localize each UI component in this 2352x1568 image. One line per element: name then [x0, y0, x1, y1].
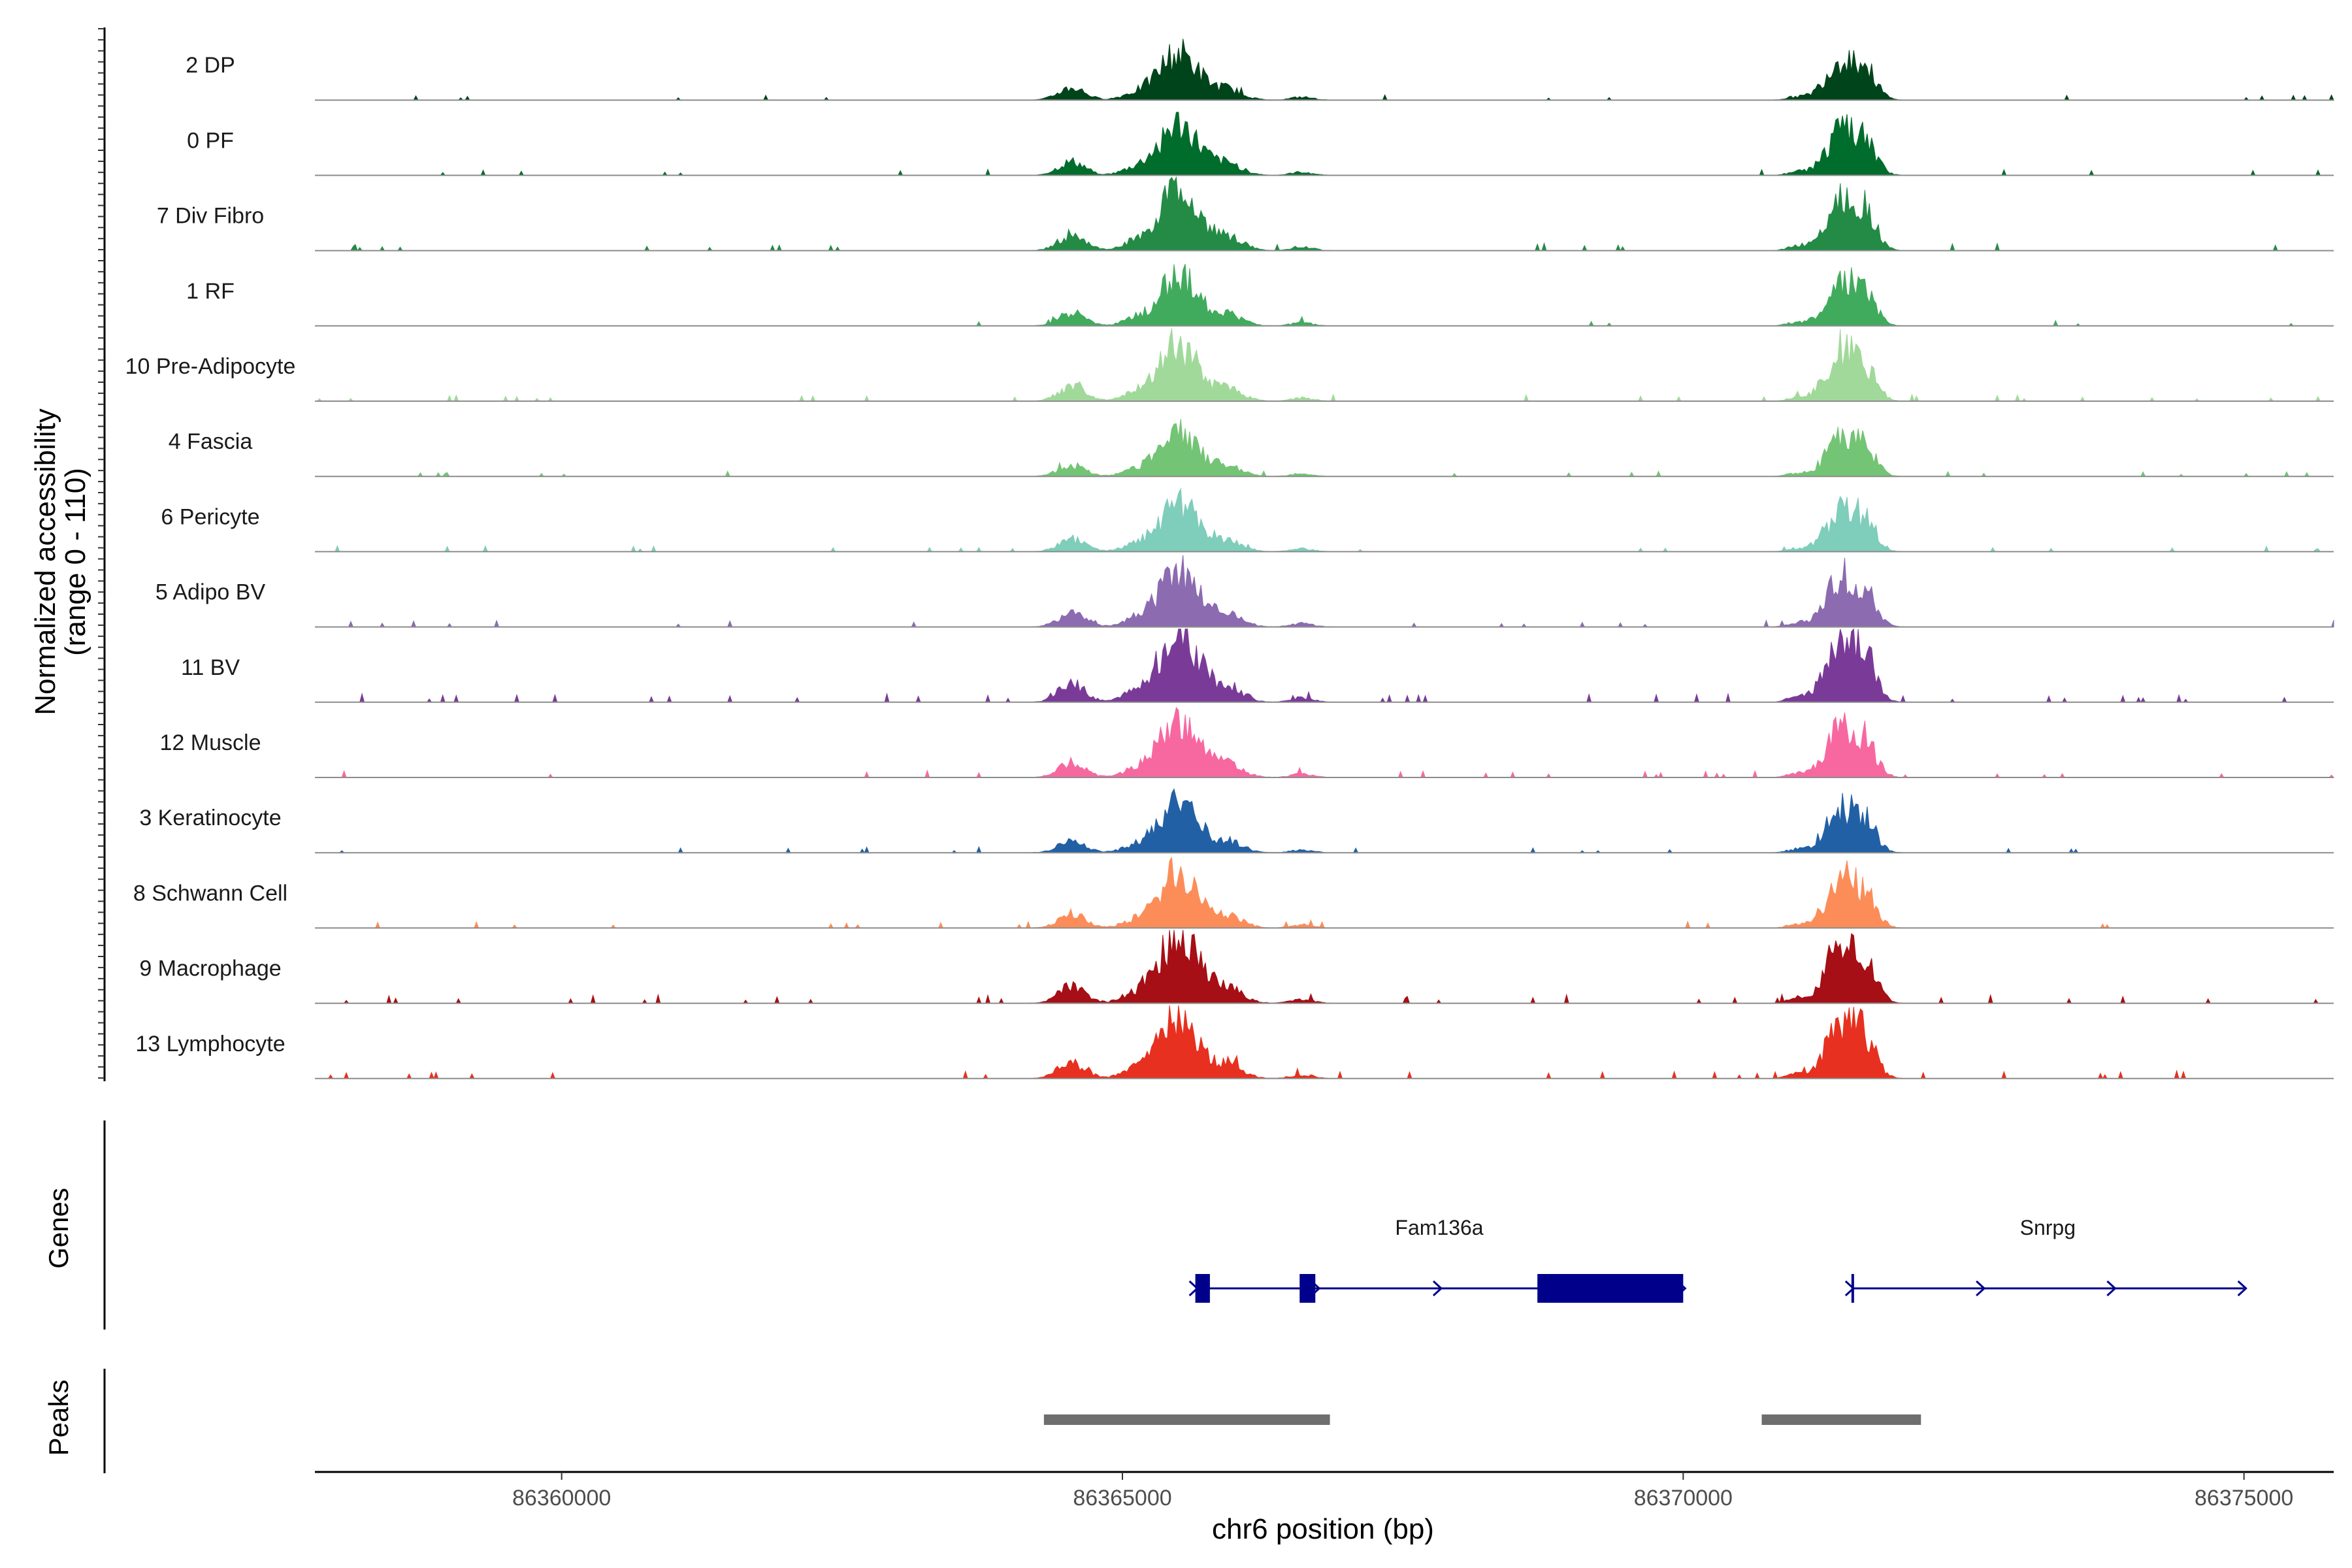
- track-9-macrophage: 9 Macrophage: [139, 930, 2334, 1004]
- track-5-adipo-bv: 5 Adipo BV: [155, 555, 2334, 628]
- track-label: 13 Lymphocyte: [135, 1032, 285, 1056]
- gene-exon: [1299, 1274, 1316, 1303]
- track-label: 1 RF: [186, 279, 235, 304]
- coverage-area: [315, 328, 2334, 402]
- track-label: 9 Macrophage: [139, 956, 281, 981]
- coverage-area: [315, 628, 2334, 703]
- x-tick-label: 86360000: [512, 1486, 611, 1511]
- coverage-area: [315, 1005, 2334, 1080]
- gene-exon: [1851, 1274, 1854, 1303]
- track-label: 0 PF: [187, 128, 234, 153]
- coverage-area: [315, 856, 2334, 929]
- track-4-fascia: 4 Fascia: [169, 419, 2334, 478]
- coverage-area: [315, 419, 2334, 477]
- coverage-area: [315, 487, 2334, 552]
- gene-label: Fam136a: [1395, 1216, 1483, 1239]
- track-label: 2 DP: [186, 53, 235, 78]
- track-7-div-fibro: 7 Div Fibro: [157, 176, 2334, 252]
- strand-arrow: [1976, 1280, 1986, 1297]
- strand-arrow: [2106, 1280, 2117, 1297]
- x-tick-label: 86375000: [2195, 1486, 2293, 1511]
- track-label: 6 Pericyte: [161, 504, 259, 529]
- gene-fam136a: Fam136a: [1188, 1216, 1687, 1303]
- gene-label: Snrpg: [2020, 1216, 2076, 1239]
- peaks-panel-title: Peaks: [43, 1380, 74, 1456]
- coverage-area: [315, 176, 2334, 252]
- gene-exon: [1195, 1274, 1210, 1303]
- track-6-pericyte: 6 Pericyte: [161, 487, 2334, 553]
- track-label: 5 Adipo BV: [155, 580, 266, 605]
- coverage-area: [315, 39, 2334, 101]
- track-label: 8 Schwann Cell: [133, 881, 287, 906]
- y-axis-title-line1: Normalized accessibility: [29, 408, 61, 715]
- track-11-bv: 11 BV: [181, 628, 2334, 703]
- track-12-muscle: 12 Muscle: [160, 706, 2335, 778]
- coverage-area: [315, 788, 2334, 854]
- track-label: 3 Keratinocyte: [139, 806, 281, 830]
- track-1-rf: 1 RF: [186, 263, 2334, 327]
- track-label: 4 Fascia: [169, 429, 253, 454]
- peak-region: [1761, 1414, 1921, 1425]
- track-label: 7 Div Fibro: [157, 204, 264, 229]
- track-label: 10 Pre-Adipocyte: [125, 354, 296, 379]
- x-tick-label: 86365000: [1073, 1486, 1171, 1511]
- y-axis-title-line2: (range 0 - 110): [59, 468, 91, 656]
- coverage-area: [315, 555, 2334, 628]
- coverage-area: [315, 263, 2334, 327]
- strand-arrow: [1432, 1280, 1443, 1297]
- track-13-lymphocyte: 13 Lymphocyte: [135, 1005, 2334, 1080]
- genes-panel-title: Genes: [43, 1188, 74, 1269]
- track-label: 12 Muscle: [160, 730, 261, 755]
- gene-snrpg: Snrpg: [1844, 1216, 2247, 1303]
- track-10-pre-adipocyte: 10 Pre-Adipocyte: [125, 328, 2334, 402]
- track-label: 11 BV: [181, 655, 240, 680]
- coverage-area: [315, 706, 2335, 778]
- x-axis-title: chr6 position (bp): [1212, 1513, 1434, 1545]
- strand-arrow: [2237, 1280, 2247, 1297]
- track-3-keratinocyte: 3 Keratinocyte: [139, 788, 2334, 854]
- track-0-pf: 0 PF: [187, 112, 2334, 176]
- peak-region: [1043, 1414, 1330, 1425]
- gene-exon: [1537, 1274, 1684, 1303]
- track-2-dp: 2 DP: [186, 39, 2334, 101]
- track-8-schwann-cell: 8 Schwann Cell: [133, 856, 2334, 929]
- x-tick-label: 86370000: [1634, 1486, 1733, 1511]
- coverage-area: [315, 930, 2334, 1004]
- coverage-area: [315, 112, 2334, 176]
